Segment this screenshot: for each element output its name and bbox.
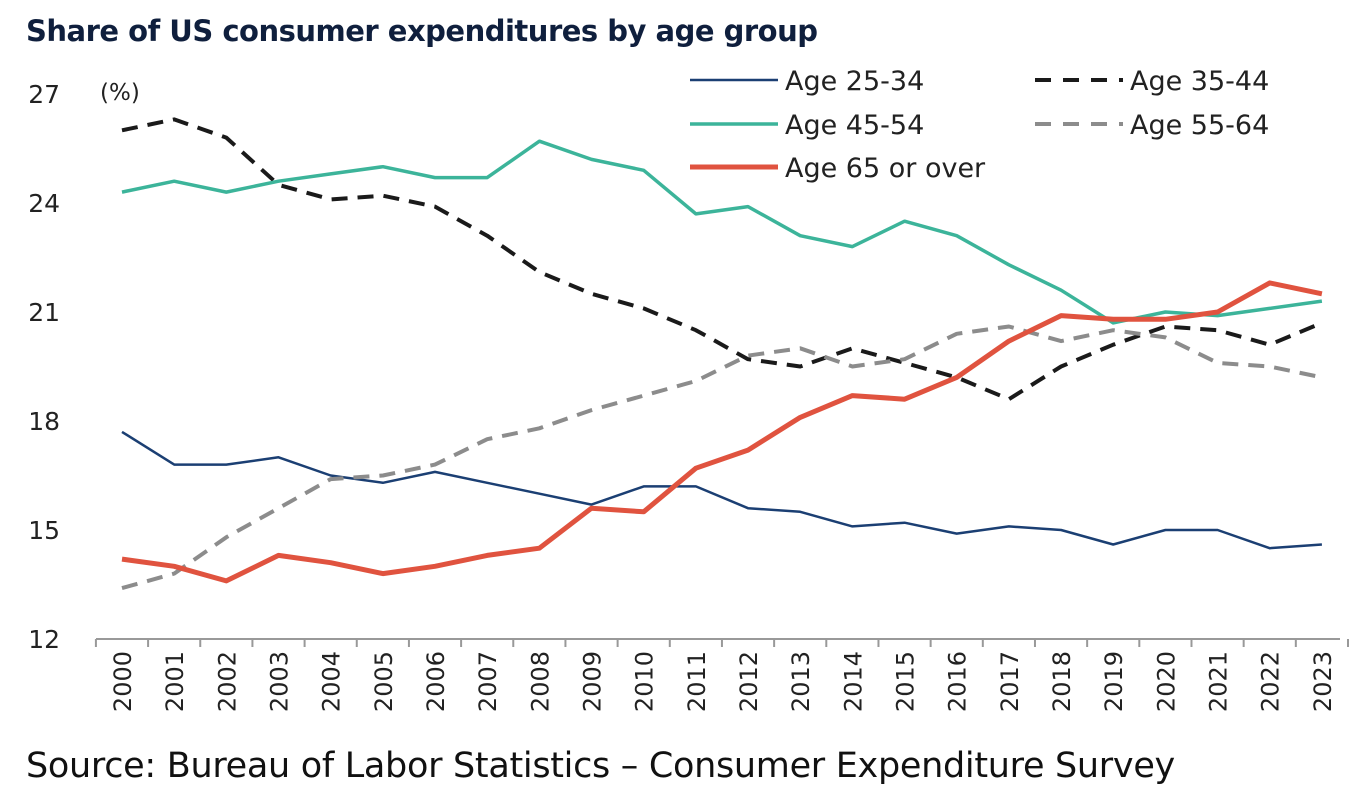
legend-label: Age 25-34	[785, 66, 924, 97]
x-tick-label: 2004	[318, 651, 346, 712]
x-tick-label: 2023	[1309, 651, 1337, 712]
x-tick-label: 2002	[213, 651, 241, 712]
x-tick-label: 2016	[944, 651, 972, 712]
source-note: Source: Bureau of Labor Statistics – Con…	[26, 746, 1175, 786]
x-tick-label: 2007	[474, 651, 502, 712]
x-tick-label: 2014	[839, 651, 867, 712]
legend-label: Age 45-54	[785, 110, 924, 141]
y-tick-label: 15	[28, 516, 60, 545]
x-tick-label: 2013	[787, 651, 815, 712]
x-tick-label: 2003	[266, 651, 294, 712]
legend-label: Age 65 or over	[785, 153, 986, 184]
x-tick-label: 2018	[1048, 651, 1076, 712]
y-tick-label: 27	[28, 80, 60, 109]
series-line-age-25-34	[121, 430, 1322, 550]
x-tick-label: 2000	[109, 651, 137, 712]
x-tick-label: 2005	[370, 651, 398, 712]
legend-label: Age 55-64	[1130, 110, 1269, 141]
x-tick-label: 2012	[735, 651, 763, 712]
x-tick-label: 2020	[1152, 651, 1180, 712]
chart-title: Share of US consumer expenditures by age…	[26, 14, 818, 48]
x-tick-label: 2001	[161, 651, 189, 712]
y-tick-label: 12	[28, 625, 60, 654]
x-tick-label: 2022	[1257, 651, 1285, 712]
legend-label: Age 35-44	[1130, 66, 1269, 97]
x-tick-label: 2010	[631, 651, 659, 712]
x-tick-label: 2019	[1100, 651, 1128, 712]
y-tick-label: 18	[28, 407, 60, 436]
series-line-age-65-or-over	[121, 280, 1323, 584]
y-tick-label: 24	[28, 189, 60, 218]
x-tick-label: 2017	[996, 651, 1024, 712]
y-tick-label: 21	[28, 298, 60, 327]
x-tick-label: 2011	[683, 651, 711, 712]
x-tick-label: 2015	[892, 651, 920, 712]
x-tick-label: 2008	[526, 651, 554, 712]
x-tick-label: 2006	[422, 651, 450, 712]
x-tick-label: 2021	[1205, 651, 1233, 712]
series-line-age-35-44	[121, 117, 1323, 402]
x-tick-label: 2009	[579, 651, 607, 712]
y-axis-unit: (%)	[100, 80, 140, 106]
